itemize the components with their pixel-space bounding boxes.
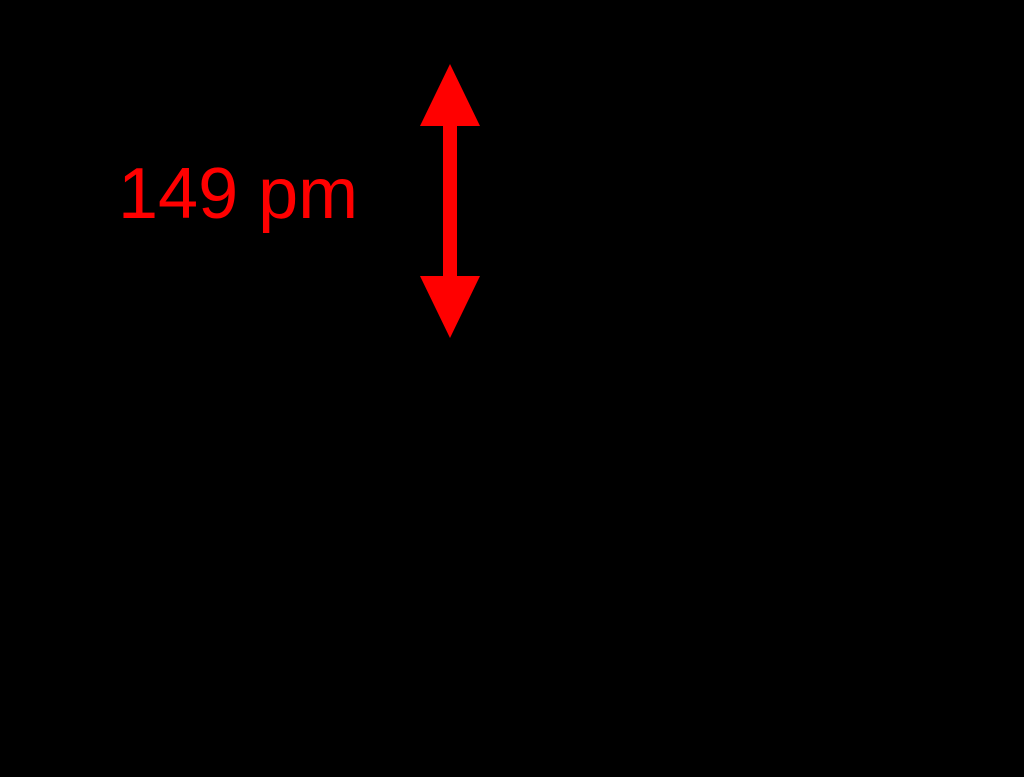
bond-length-diagram: 149 pm: [0, 0, 1024, 777]
arrow-head-bottom: [420, 276, 480, 338]
arrow-head-top: [420, 64, 480, 126]
bond-length-label: 149 pm: [118, 154, 358, 234]
double-arrow: [420, 64, 480, 338]
